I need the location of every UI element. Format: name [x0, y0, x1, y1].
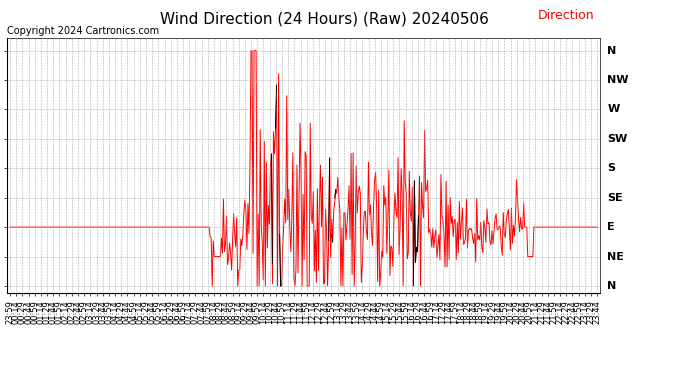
Text: NW: NW: [607, 75, 629, 85]
Text: Direction: Direction: [538, 9, 594, 22]
Text: W: W: [607, 104, 620, 114]
Text: SW: SW: [607, 134, 627, 144]
Text: SE: SE: [607, 193, 623, 203]
Text: S: S: [607, 163, 615, 173]
Text: NE: NE: [607, 252, 624, 261]
Text: N: N: [607, 281, 616, 291]
Text: Wind Direction (24 Hours) (Raw) 20240506: Wind Direction (24 Hours) (Raw) 20240506: [160, 11, 489, 26]
Text: E: E: [607, 222, 615, 232]
Text: Copyright 2024 Cartronics.com: Copyright 2024 Cartronics.com: [7, 26, 159, 36]
Text: N: N: [607, 46, 616, 56]
